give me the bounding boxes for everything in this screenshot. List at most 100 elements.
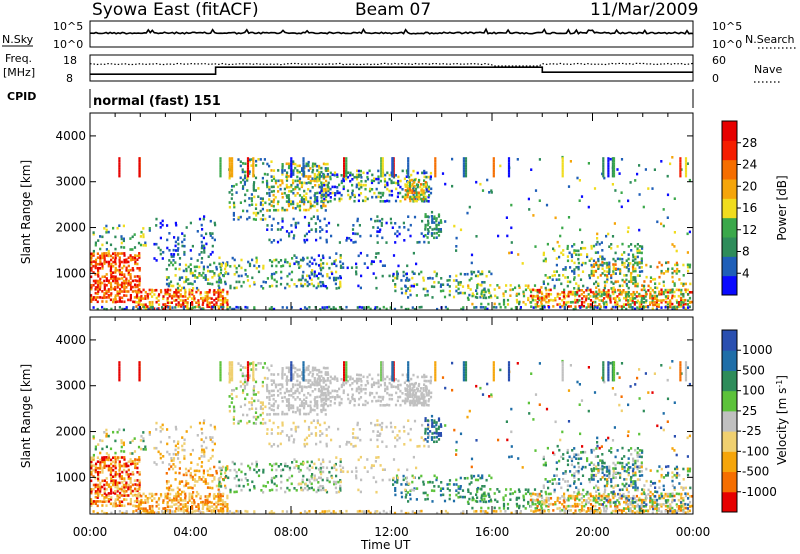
power-cell [107,290,110,293]
power-cell [381,194,384,197]
velocity-cell [411,393,414,396]
power-cell [307,181,310,184]
power-cell [211,305,214,309]
power-cell [587,205,590,209]
power-cell [614,300,617,304]
power-cell [418,195,421,199]
velocity-cell [253,385,256,388]
power-cell [182,301,185,305]
power-cell [235,266,238,270]
power-cell [219,162,222,165]
velocity-cell [299,385,302,389]
velocity-cell [125,498,128,501]
velocity-cell [182,490,186,494]
power-cell [370,181,374,185]
velocity-cell [107,453,110,457]
power-cell [186,297,189,300]
velocity-cell [138,479,141,482]
velocity-cell [357,403,360,407]
power-cell [101,275,104,279]
freq-label: Freq. [5,52,32,65]
velocity-cell [357,377,361,381]
power-cell [359,183,362,187]
power-cell [161,223,164,227]
power-cell [649,291,652,294]
power-cell [281,173,284,176]
power-cell [638,274,641,277]
power-cell [576,298,579,302]
power-cell [103,296,106,299]
velocity-cell [417,397,420,400]
velocity-cell [127,468,130,472]
power-cell [561,172,564,175]
power-cell [527,197,530,201]
power-cell [318,179,321,182]
power-cell [233,264,236,268]
velocity-cell [201,432,204,435]
power-cell [411,191,414,195]
power-cell [515,292,518,296]
power-cell [205,232,208,236]
velocity-cell [173,495,176,498]
velocity-cell [353,397,356,401]
velocity-cell [265,383,269,387]
velocity-cell [182,507,185,510]
velocity-cell [296,396,299,399]
power-cell [422,191,425,194]
power-cell [159,252,162,256]
power-cell [292,202,295,206]
power-cell [317,277,320,280]
velocity-cell [291,383,295,386]
velocity-cell [254,393,257,396]
power-cell [224,297,227,300]
power-cell [425,199,428,203]
velocity-cell [172,457,176,460]
power-cell [229,286,232,290]
power-cell [178,267,181,271]
velocity-cell [201,503,204,506]
power-cell [595,295,598,298]
velocity-cell [223,505,227,508]
power-cell [640,297,644,300]
power-cell [561,298,564,302]
power-cell [270,228,273,231]
velocity-cell [283,373,286,376]
velocity-cell [331,395,334,399]
velocity-cell [370,421,373,425]
power-cell [317,284,320,288]
colorbar-cell [722,140,737,161]
velocity-cell [170,459,173,462]
power-cell [316,175,319,179]
power-cell [545,300,548,304]
velocity-cell [375,391,378,395]
velocity-cell [138,460,141,463]
velocity-cell [422,438,425,442]
power-cell [208,288,211,292]
power-cell [290,162,293,165]
power-cell [507,159,511,163]
velocity-cell [340,401,343,405]
power-cell [588,259,591,262]
velocity-cell [136,483,139,487]
power-cell [224,282,227,286]
velocity-cell [142,437,145,440]
velocity-cell [200,455,203,458]
velocity-cell [114,489,117,493]
power-cell [555,270,558,273]
power-cell [188,295,191,298]
velocity-cell [406,399,409,403]
power-cell [623,262,626,265]
power-cell [226,263,229,267]
power-cell [290,172,293,175]
velocity-cell [322,366,325,370]
velocity-cell [420,401,423,405]
power-cell [620,205,623,209]
power-cell [315,274,318,278]
velocity-cell [287,406,290,410]
velocity-cell [114,451,117,455]
power-cell [114,275,117,279]
velocity-cell [429,379,432,382]
power-cell [107,264,110,268]
power-cell [404,197,407,201]
velocity-cell [293,438,296,441]
